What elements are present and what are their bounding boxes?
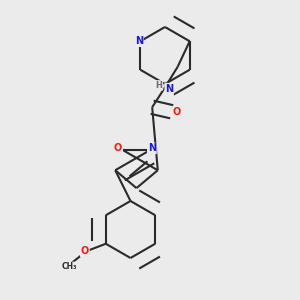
Text: H: H [156,81,163,90]
Text: N: N [165,84,173,94]
Text: CH₃: CH₃ [62,262,78,271]
Text: N: N [148,143,156,154]
Text: O: O [81,246,89,256]
Text: N: N [135,36,143,46]
Text: O: O [114,143,122,154]
Text: O: O [173,107,181,117]
